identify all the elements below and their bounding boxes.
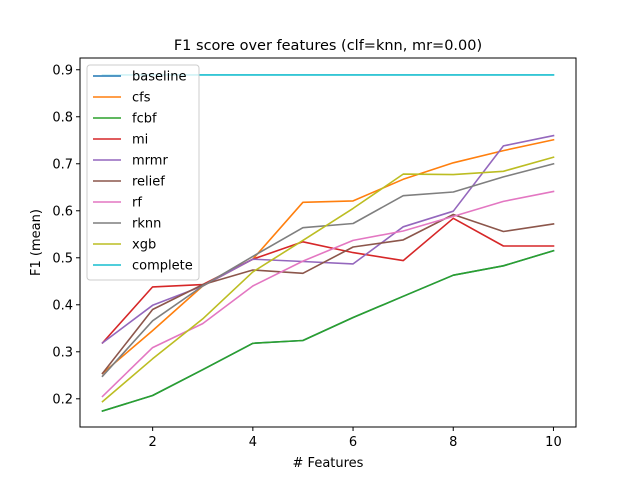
y-tick-label: 0.2 (52, 392, 73, 407)
series-line-cfs (101, 138, 555, 375)
series-line-relief (101, 213, 555, 375)
y-tick-label: 0.5 (52, 251, 73, 266)
series-line-fcbf (101, 249, 555, 413)
y-tick-label: 0.3 (52, 345, 73, 360)
y-tick-label: 0.8 (52, 110, 73, 125)
legend-label-xgb: xgb (132, 238, 156, 253)
legend-label-rf: rf (132, 196, 142, 211)
chart-title: F1 score over features (clf=knn, mr=0.00… (174, 38, 482, 54)
legend-label-relief: relief (132, 175, 165, 190)
y-axis-label: F1 (mean) (29, 209, 44, 276)
x-axis-ticks: 2 4 6 8 10 (149, 427, 562, 450)
y-tick-label: 0.7 (52, 157, 73, 172)
legend-label-fcbf: fcbf (132, 112, 157, 127)
legend-label-complete: complete (132, 259, 193, 274)
series-line-mrmr (101, 134, 555, 345)
legend-label-rknn: rknn (132, 217, 161, 232)
y-tick-label: 0.9 (52, 63, 73, 78)
legend-label-mrmr: mrmr (132, 154, 168, 169)
series-line-xgb (101, 156, 555, 403)
y-tick-label: 0.6 (52, 204, 73, 219)
x-tick-label: 4 (249, 435, 257, 450)
legend-label-baseline: baseline (132, 70, 186, 85)
plot-frame (79, 57, 577, 428)
legend-label-cfs: cfs (132, 91, 151, 106)
series-line-mi (101, 217, 555, 345)
x-tick-label: 10 (545, 435, 562, 450)
legend: baseline cfs fcbf mi mrmr relief rf rknn xgb comp… (86, 64, 200, 281)
y-tick-label: 0.4 (52, 298, 73, 313)
legend-label-mi: mi (132, 133, 148, 148)
series-line-rf (101, 190, 555, 398)
x-tick-label: 8 (449, 435, 457, 450)
x-tick-label: 6 (349, 435, 357, 450)
x-tick-label: 2 (149, 435, 157, 450)
y-axis-ticks: 0.2 0.3 0.4 0.5 0.6 0.7 0.8 0.9 (52, 63, 80, 407)
series-line-rknn (101, 162, 555, 378)
x-axis-label: # Features (293, 456, 364, 471)
series-lines (101, 74, 555, 413)
